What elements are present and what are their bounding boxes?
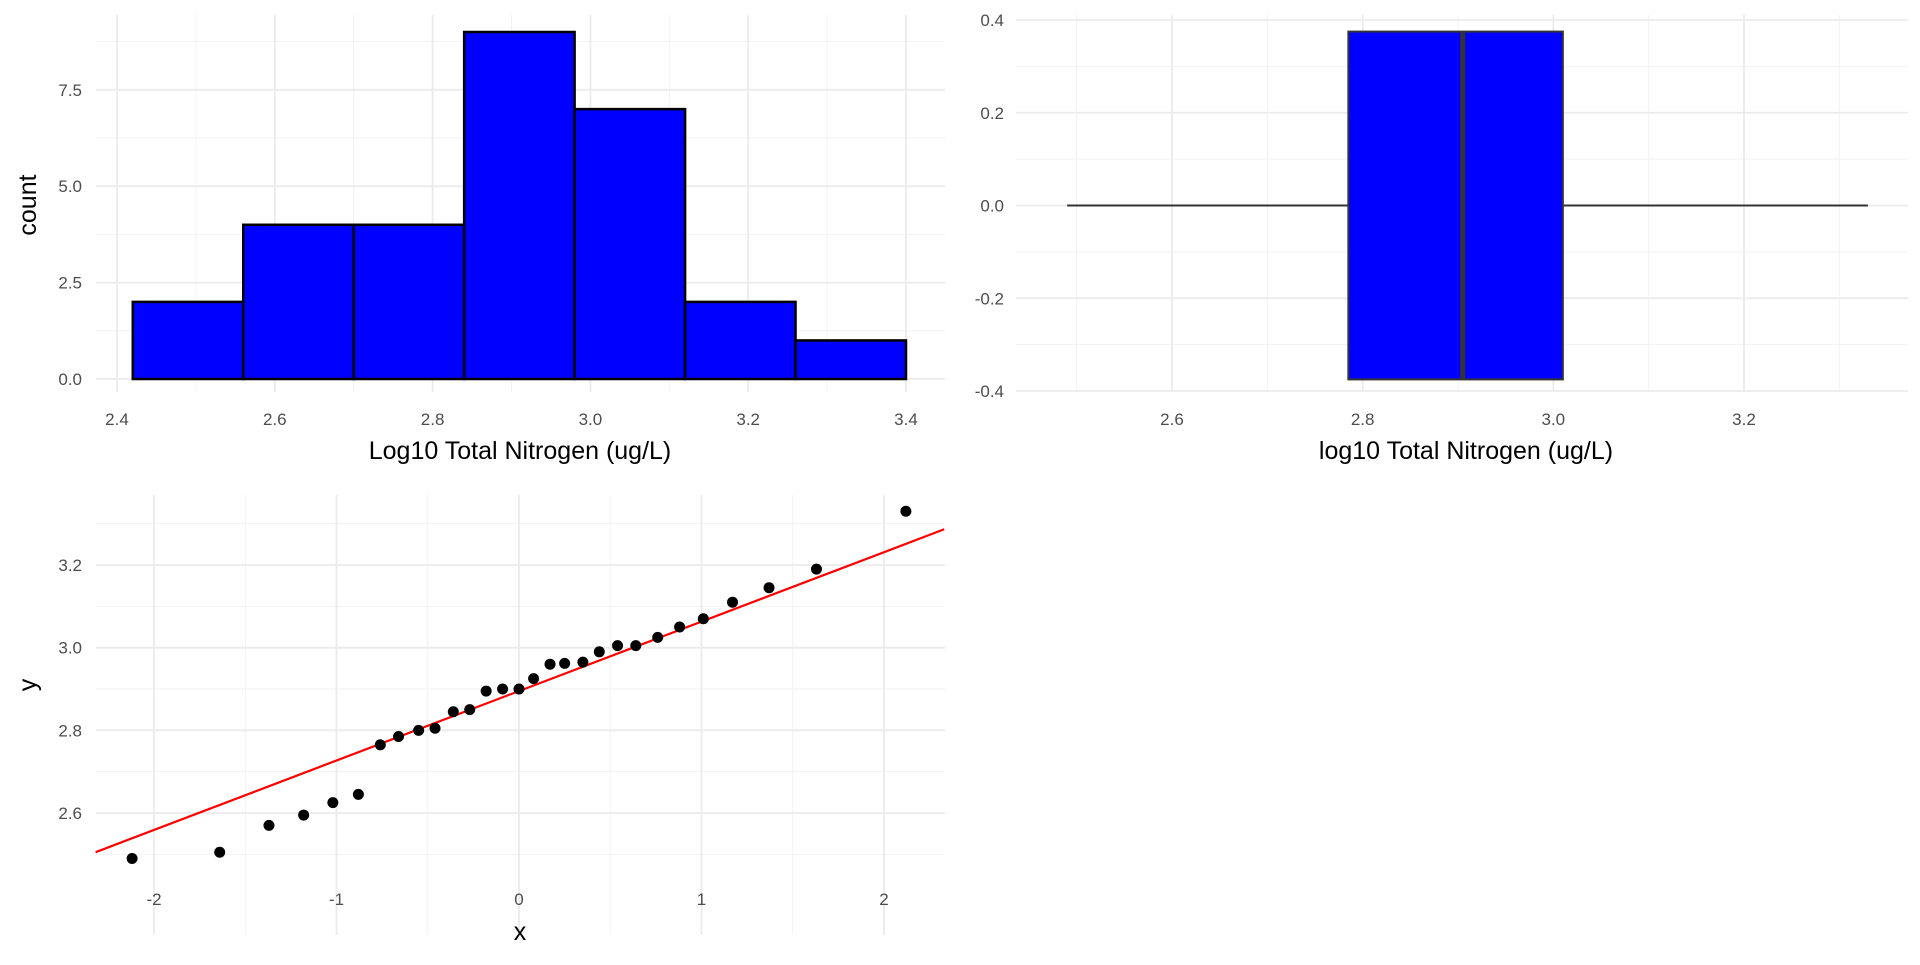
data-point [126,852,138,864]
x-tick-label: 0 [514,890,523,909]
data-point [327,797,339,809]
y-tick-label: 0.2 [980,104,1004,123]
y-tick-label: 0.4 [980,11,1004,30]
data-point [544,658,556,670]
data-point [393,731,405,743]
y-tick-label: 3.2 [58,556,82,575]
x-tick-label: 2.4 [105,410,129,429]
histogram-bar [794,339,908,381]
data-point [464,704,476,716]
x-axis-title: Log10 Total Nitrogen (ug/L) [369,437,672,465]
histogram-bar [352,223,466,381]
qq-plot-panel: -2 -1 0 1 2 2.6 2.8 3.0 3.2 x y [14,495,945,946]
x-axis-title: x [514,918,527,946]
y-tick-label: 3.0 [58,639,82,658]
x-tick-label: 3.2 [1732,410,1756,429]
data-point [900,505,912,517]
data-point [763,582,775,594]
data-point [727,596,739,608]
data-point [674,621,686,633]
y-axis-title: count [14,174,42,235]
y-tick-label: 0.0 [980,197,1004,216]
data-point [577,656,589,668]
data-point [652,631,664,643]
data-point [374,739,386,751]
y-tick-label: 2.8 [58,721,82,740]
x-tick-label: 3.4 [894,410,918,429]
data-point [528,673,540,685]
y-tick-label: 0.0 [58,370,82,389]
data-point [480,685,492,697]
data-point [429,722,441,734]
y-tick-label: 5.0 [58,177,82,196]
data-point [352,788,364,800]
data-point [413,724,425,736]
y-axis-title: y [14,678,42,691]
x-tick-label: 2.6 [1160,410,1184,429]
data-point [630,640,642,652]
y-tick-label: 2.5 [58,274,82,293]
data-point [513,683,525,695]
data-point [697,613,709,625]
x-tick-label: 3.0 [1542,410,1566,429]
x-tick-label: 1 [697,890,706,909]
histogram-panel: 2.4 2.6 2.8 3.0 3.2 3.4 0.0 2.5 5.0 7.5 Log10 Tota… [14,15,945,465]
histogram-bar [131,300,245,381]
data-point [612,640,624,652]
y-tick-label: 7.5 [58,81,82,100]
x-tick-label: 3.2 [736,410,760,429]
y-tick-label: -0.4 [975,382,1004,401]
x-tick-label: 2.8 [1351,410,1375,429]
x-tick-label: -2 [146,890,161,909]
data-point [298,809,310,821]
y-tick-label: -0.2 [975,289,1004,308]
data-point [559,657,571,669]
boxplot-panel: 2.6 2.8 3.0 3.2 -0.4 -0.2 0.0 0.2 0.4 log10 Total… [975,11,1908,465]
data-point [593,646,605,658]
x-tick-label: 2 [879,890,888,909]
histogram-bar [241,223,355,381]
x-tick-label: 2.8 [421,410,445,429]
data-point [497,683,509,695]
histogram-bar [462,30,576,381]
x-tick-label: 3.0 [579,410,603,429]
data-point [447,706,459,718]
x-axis-title: log10 Total Nitrogen (ug/L) [1319,437,1613,465]
x-tick-label: 2.6 [263,410,287,429]
data-point [810,563,822,575]
data-point [263,819,275,831]
x-tick-label: -1 [329,890,344,909]
box-iqr [1347,30,1564,381]
y-tick-label: 2.6 [58,804,82,823]
data-point [214,846,226,858]
histogram-bar [573,107,687,381]
histogram-bar [683,300,797,381]
